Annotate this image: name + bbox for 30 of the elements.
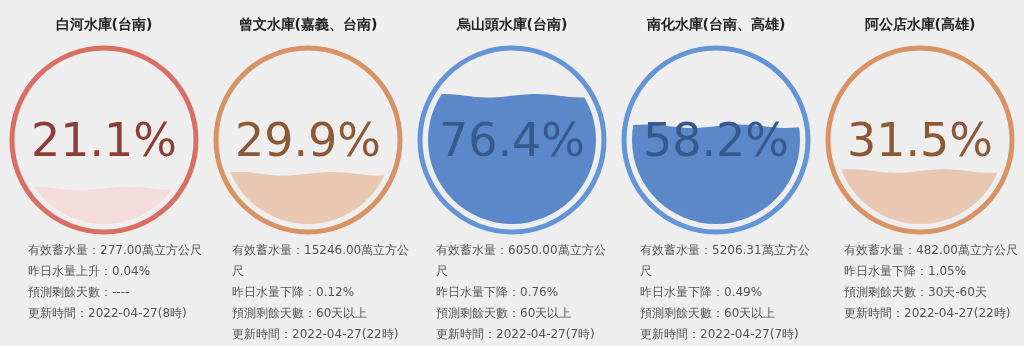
- text: 昨日水量下降：1.05%: [844, 263, 968, 280]
- data-label: 76.4%: [438, 113, 586, 167]
- text: 預測剩餘天數：60天以上: [232, 305, 369, 322]
- text: 昨日水量上升：0.04%: [28, 263, 152, 280]
- data-label: 31.5%: [846, 113, 994, 167]
- text: 更新時間：2022-04-27(22時): [844, 305, 1012, 322]
- text: 曾文水庫(嘉義、台南): [237, 16, 379, 34]
- data-label: 29.9%: [234, 113, 382, 167]
- text: 更新時間：2022-04-27(8時): [28, 305, 188, 322]
- text: 有效蓄水量：15246.00萬立方公尺: [232, 242, 410, 280]
- text: 有效蓄水量：482.00萬立方公尺: [844, 242, 1019, 259]
- text: 阿公店水庫(高雄): [863, 16, 977, 34]
- text: 昨日水量下降：0.49%: [640, 284, 764, 301]
- text: 更新時間：2022-04-27(7時): [640, 326, 800, 343]
- text: 白河水庫(台南): [54, 16, 154, 34]
- text: 有效蓄水量：277.00萬立方公尺: [28, 242, 203, 259]
- text: 烏山頭水庫(台南): [455, 16, 569, 34]
- text: 有效蓄水量：5206.31萬立方公尺: [640, 242, 811, 280]
- data-label: 58.2%: [642, 113, 790, 167]
- text: 更新時間：2022-04-27(7時): [436, 326, 596, 343]
- data-label: 21.1%: [30, 113, 178, 167]
- text: 預測剩餘天數：30天-60天: [844, 284, 988, 301]
- text: 南化水庫(台南、高雄): [645, 16, 787, 34]
- text: 昨日水量下降：0.12%: [232, 284, 356, 301]
- text: 有效蓄水量：6050.00萬立方公尺: [436, 242, 607, 280]
- text: 昨日水量下降：0.76%: [436, 284, 560, 301]
- text: 預測剩餘天數：60天以上: [640, 305, 777, 322]
- text: 預測剩餘天數：60天以上: [436, 305, 573, 322]
- text: 預測剩餘天數：----: [28, 284, 131, 301]
- text: 更新時間：2022-04-27(22時): [232, 326, 400, 343]
